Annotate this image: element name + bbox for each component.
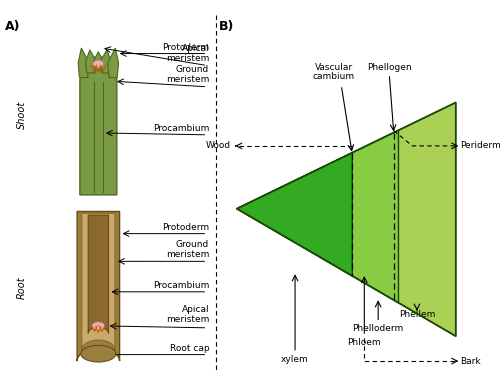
Text: Shoot: Shoot bbox=[17, 100, 27, 129]
Text: B): B) bbox=[219, 20, 234, 33]
Text: Ground
meristem: Ground meristem bbox=[165, 240, 209, 259]
Text: A): A) bbox=[5, 20, 21, 33]
Text: Vascular
cambium: Vascular cambium bbox=[312, 63, 354, 81]
Text: Apical
meristem: Apical meristem bbox=[165, 305, 209, 324]
Polygon shape bbox=[100, 50, 111, 73]
Polygon shape bbox=[236, 130, 398, 303]
Text: Phloem: Phloem bbox=[347, 338, 380, 347]
Text: Root cap: Root cap bbox=[169, 344, 209, 353]
Polygon shape bbox=[236, 103, 455, 336]
Text: Wood: Wood bbox=[205, 141, 230, 151]
Text: Procambium: Procambium bbox=[152, 281, 209, 290]
Text: Periderm: Periderm bbox=[459, 141, 500, 151]
Text: Root: Root bbox=[17, 276, 27, 298]
Text: Protoderm: Protoderm bbox=[162, 43, 209, 52]
Polygon shape bbox=[82, 213, 115, 350]
Ellipse shape bbox=[81, 345, 116, 362]
Polygon shape bbox=[93, 52, 103, 70]
Text: Apical
meristem: Apical meristem bbox=[165, 44, 209, 63]
Text: Phellem: Phellem bbox=[398, 310, 434, 319]
Polygon shape bbox=[236, 153, 352, 276]
Ellipse shape bbox=[93, 60, 104, 68]
Text: Phellogen: Phellogen bbox=[366, 63, 411, 72]
Polygon shape bbox=[88, 215, 108, 334]
Text: Ground
meristem: Ground meristem bbox=[165, 65, 209, 84]
Text: Procambium: Procambium bbox=[152, 124, 209, 133]
Polygon shape bbox=[78, 48, 89, 78]
Text: Bark: Bark bbox=[459, 357, 480, 366]
Text: xylem: xylem bbox=[281, 355, 308, 364]
Ellipse shape bbox=[92, 322, 105, 330]
Polygon shape bbox=[108, 48, 118, 78]
Text: Phelloderm: Phelloderm bbox=[352, 324, 403, 333]
Polygon shape bbox=[85, 50, 96, 73]
Text: Protoderm: Protoderm bbox=[162, 223, 209, 232]
Polygon shape bbox=[80, 57, 117, 195]
Polygon shape bbox=[77, 212, 119, 361]
